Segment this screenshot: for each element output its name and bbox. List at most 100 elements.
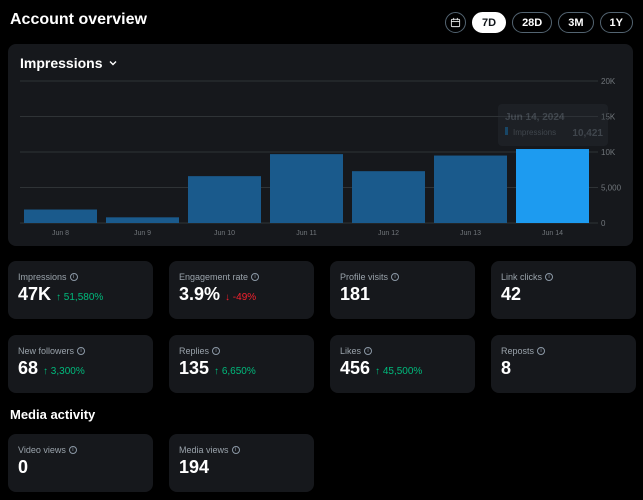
impressions-bar-chart[interactable]: 0 5,000 10K 15K 20K Jun 8 Jun 9 Jun 10 Jun 11 Jun…	[8, 44, 633, 246]
metric-label: Link clicks i	[501, 272, 554, 282]
metrics-row-2: New followers i 68 ↑ 3,300% Replies i 135 ↑ 6,6…	[8, 335, 636, 393]
chart-tooltip: Jun 14, 2024 Impressions 10,421	[498, 104, 608, 146]
x-tick-label: Jun 10	[214, 230, 235, 237]
bar[interactable]	[434, 155, 507, 223]
calendar-icon	[450, 17, 461, 28]
metric-label: Impressions i	[18, 272, 78, 282]
metric-delta: ↑ 3,300%	[43, 366, 85, 377]
metric-value: 3.9%	[179, 284, 221, 304]
metric-label: Engagement rate i	[179, 272, 260, 282]
x-tick-label: Jun 13	[460, 230, 481, 237]
range-28d-button[interactable]: 28D	[512, 12, 553, 33]
x-tick-label: Jun 11	[296, 230, 317, 237]
metric-card-video-views[interactable]: Video views i 0	[8, 434, 153, 492]
metric-value: 0	[18, 457, 29, 477]
metric-label-text: Link clicks	[501, 272, 543, 282]
metric-value-row: 42	[501, 284, 521, 305]
metric-value: 135	[179, 358, 210, 378]
bar[interactable]	[106, 217, 179, 223]
metric-card-impressions[interactable]: Impressions i 47K ↑ 51,580%	[8, 261, 153, 319]
metric-label-text: Impressions	[18, 272, 67, 282]
bar[interactable]	[516, 149, 589, 223]
info-icon[interactable]: i	[77, 347, 86, 355]
metric-label: Likes i	[340, 346, 373, 356]
x-tick-label: Jun 14	[542, 230, 563, 237]
y-tick-label: 15K	[601, 113, 616, 122]
tooltip-metric: Impressions	[513, 128, 556, 137]
metric-value: 8	[501, 358, 512, 378]
metric-delta: ↑ 51,580%	[56, 292, 104, 303]
range-1y-button[interactable]: 1Y	[599, 12, 633, 33]
metric-value: 456	[340, 358, 371, 378]
metric-label: Video views i	[18, 445, 77, 455]
metric-label-text: Reposts	[501, 346, 535, 356]
calendar-button[interactable]	[445, 12, 466, 33]
y-tick-label: 0	[601, 219, 606, 228]
info-icon[interactable]: i	[212, 347, 221, 355]
metric-label-text: Replies	[179, 346, 210, 356]
metric-label: New followers i	[18, 346, 86, 356]
x-tick-label: Jun 12	[378, 230, 399, 237]
metric-card-reposts[interactable]: Reposts i 8	[491, 335, 636, 393]
metric-card-likes[interactable]: Likes i 456 ↑ 45,500%	[330, 335, 475, 393]
metrics-row-1: Impressions i 47K ↑ 51,580% Engagement rate i…	[8, 261, 636, 319]
header: Account overview 7D 28D 3M 1Y	[10, 0, 633, 44]
metric-value-row: 194	[179, 457, 209, 478]
info-icon[interactable]: i	[391, 273, 400, 281]
metric-label: Media views i	[179, 445, 240, 455]
x-tick-label: Jun 8	[52, 230, 69, 237]
metric-card-new-followers[interactable]: New followers i 68 ↑ 3,300%	[8, 335, 153, 393]
metric-delta: ↑ 45,500%	[375, 366, 423, 377]
metric-value-row: 68 ↑ 3,300%	[18, 358, 85, 379]
metric-card-engagement-rate[interactable]: Engagement rate i 3.9% ↓ -49%	[169, 261, 314, 319]
bar[interactable]	[188, 176, 261, 223]
media-metrics-row: Video views i 0 Media views i 194	[8, 434, 314, 492]
bar[interactable]	[270, 154, 343, 223]
metric-value: 42	[501, 284, 522, 304]
info-icon[interactable]: i	[69, 273, 78, 281]
info-icon[interactable]: i	[537, 347, 546, 355]
metric-card-replies[interactable]: Replies i 135 ↑ 6,650%	[169, 335, 314, 393]
metric-label-text: Profile visits	[340, 272, 389, 282]
range-7d-button[interactable]: 7D	[472, 12, 507, 33]
metric-value-row: 181	[340, 284, 370, 305]
range-3m-button[interactable]: 3M	[558, 12, 594, 33]
tooltip-value: 10,421	[572, 128, 603, 139]
metric-label: Replies i	[179, 346, 221, 356]
y-tick-label: 10K	[601, 148, 616, 157]
metric-delta: ↑ 6,650%	[214, 366, 256, 377]
date-range-selector: 7D 28D 3M 1Y	[445, 12, 633, 33]
metric-card-media-views[interactable]: Media views i 194	[169, 434, 314, 492]
metric-card-link-clicks[interactable]: Link clicks i 42	[491, 261, 636, 319]
metric-value: 68	[18, 358, 39, 378]
metric-selector[interactable]: Impressions	[20, 55, 118, 71]
info-icon[interactable]: i	[231, 446, 240, 454]
metric-delta: ↓ -49%	[225, 292, 257, 303]
metric-value-row: 135 ↑ 6,650%	[179, 358, 256, 379]
metric-value-row: 8	[501, 358, 511, 379]
tooltip-box	[498, 104, 608, 146]
metric-value: 194	[179, 457, 210, 477]
metric-label-text: New followers	[18, 346, 75, 356]
bar[interactable]	[24, 209, 97, 223]
metric-value: 47K	[18, 284, 52, 304]
impressions-chart-card: Impressions 0 5,000 10K 15K 20K Jun 8 Jun 9 Jun…	[8, 44, 633, 246]
media-activity-title: Media activity	[10, 407, 96, 422]
bar[interactable]	[352, 171, 425, 223]
metric-label-text: Likes	[340, 346, 362, 356]
info-icon[interactable]: i	[364, 347, 373, 355]
info-icon[interactable]: i	[68, 446, 77, 454]
metric-value: 181	[340, 284, 371, 304]
metric-label-text: Video views	[18, 445, 66, 455]
y-tick-label: 5,000	[601, 184, 622, 193]
info-icon[interactable]: i	[545, 273, 554, 281]
tooltip-date: Jun 14, 2024	[505, 112, 565, 123]
chevron-down-icon	[109, 61, 117, 66]
metric-card-profile-visits[interactable]: Profile visits i 181	[330, 261, 475, 319]
metric-label-text: Media views	[179, 445, 229, 455]
y-tick-label: 20K	[601, 77, 616, 86]
metric-label: Profile visits i	[340, 272, 400, 282]
info-icon[interactable]: i	[251, 273, 260, 281]
tooltip-swatch	[505, 127, 508, 135]
metric-value-row: 0	[18, 457, 28, 478]
